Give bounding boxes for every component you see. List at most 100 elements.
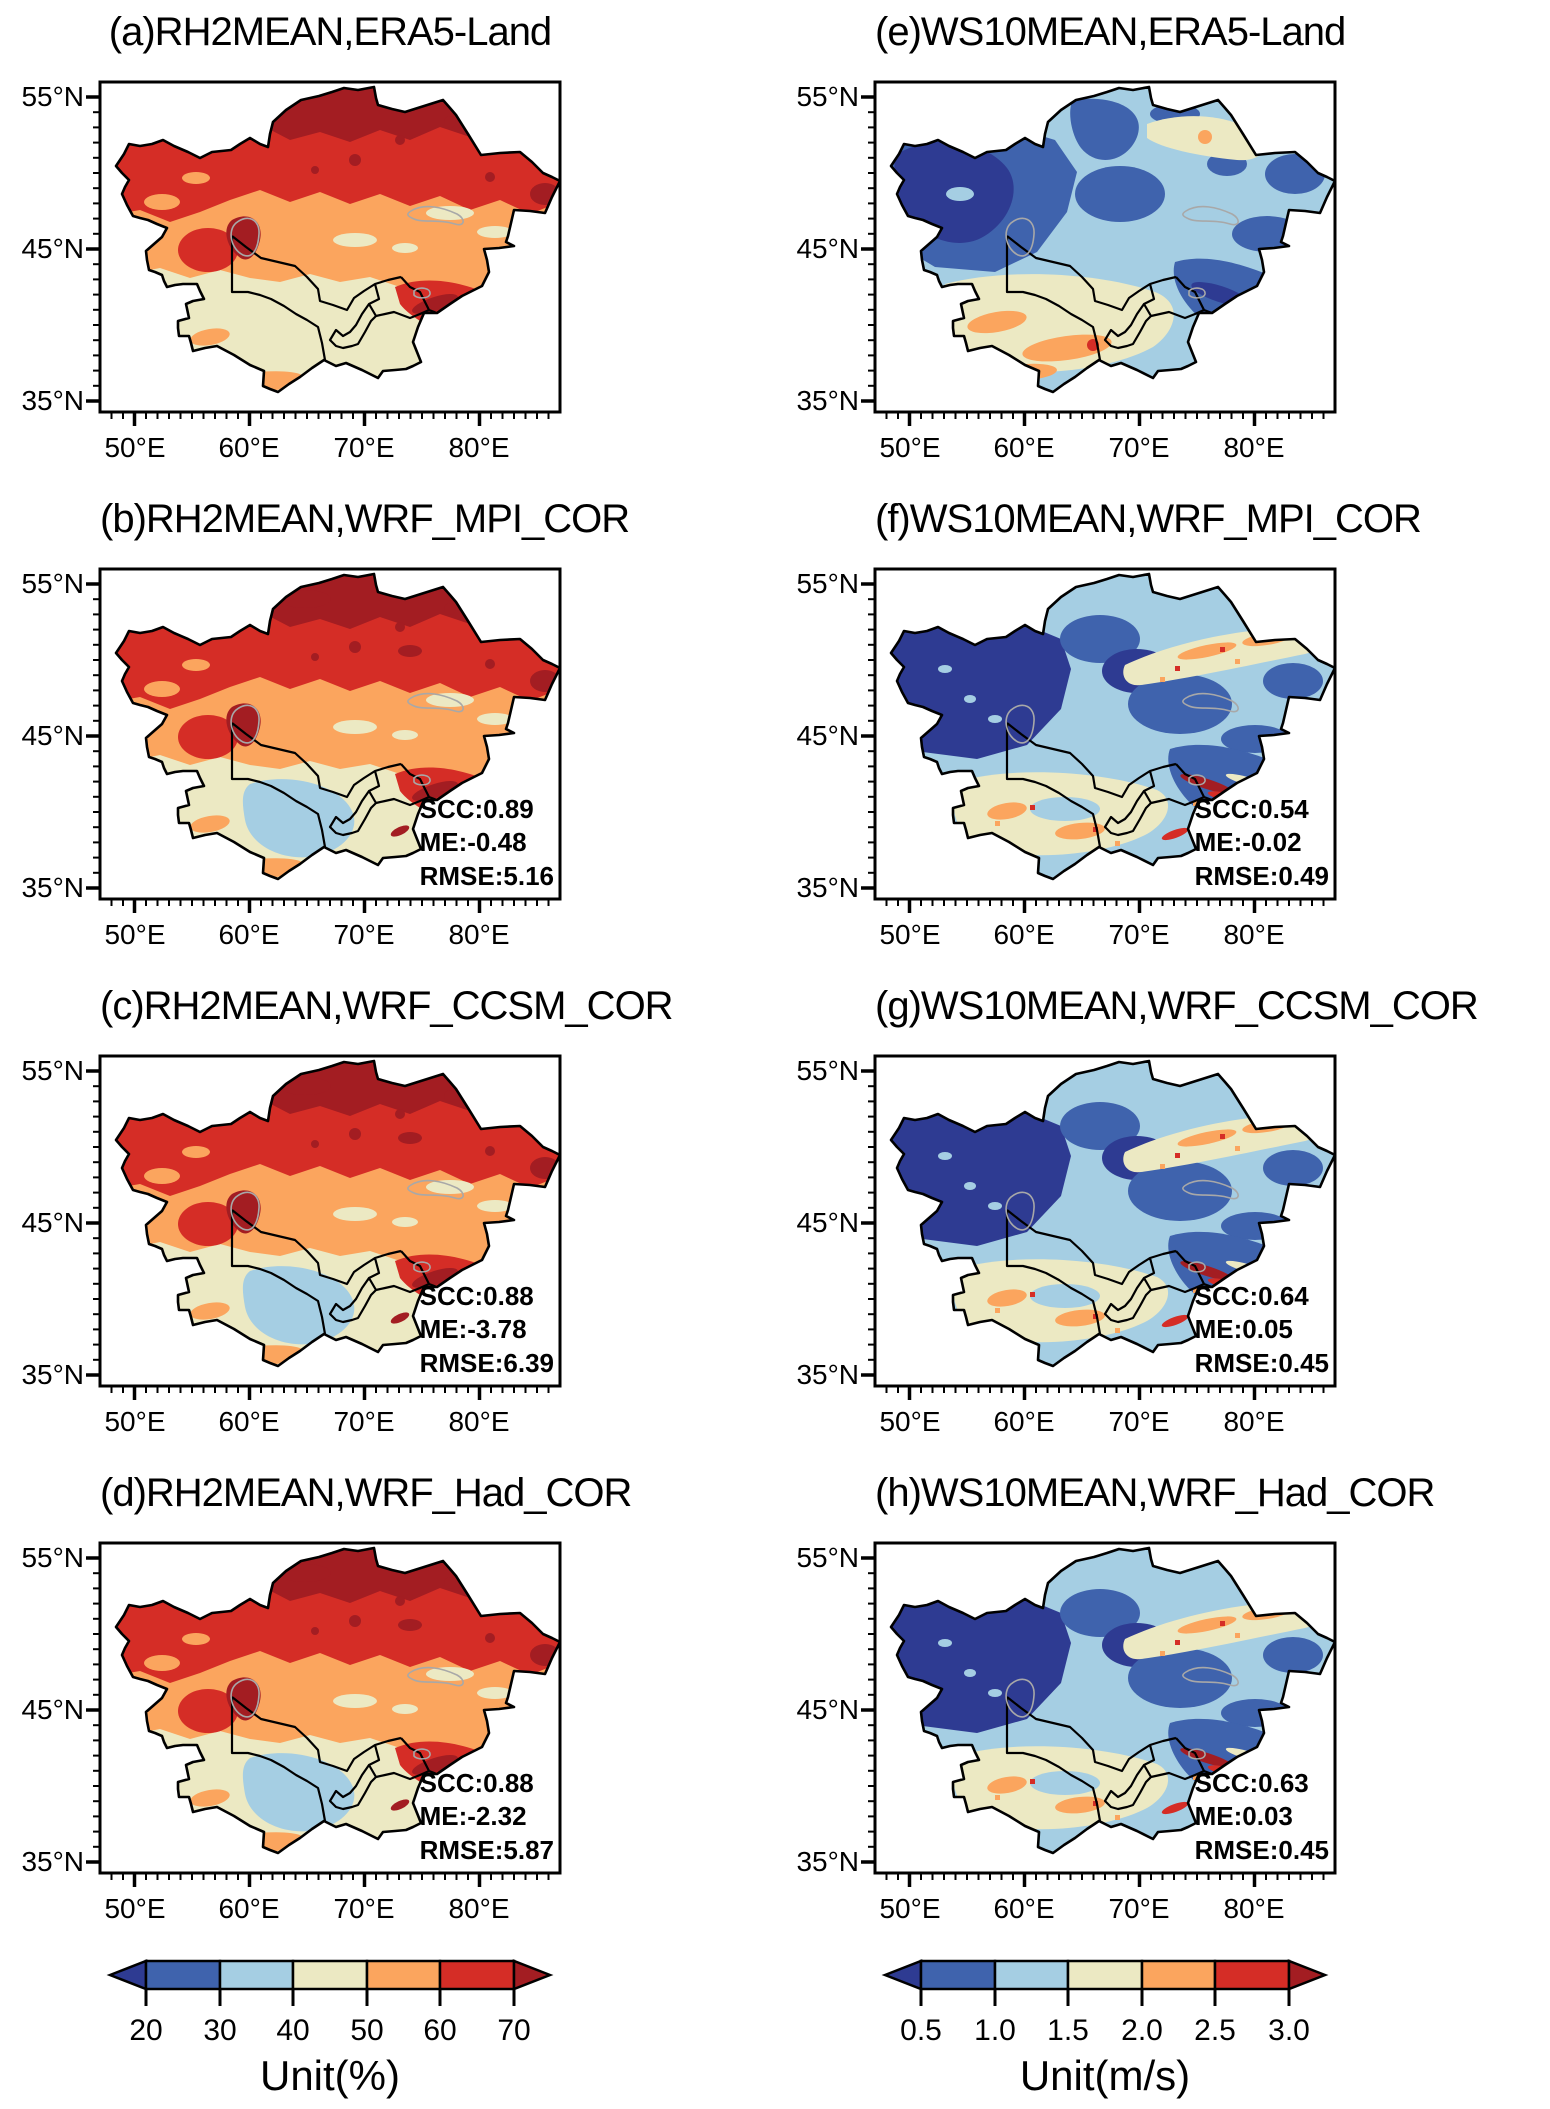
panel-title-a: (a)RH2MEAN,ERA5-Land (108, 10, 552, 54)
stat-scc: SCC:0.88 (419, 1767, 534, 1798)
panel-title-c: (c)RH2MEAN,WRF_CCSM_COR (100, 984, 674, 1028)
stat-me: ME:-0.02 (1194, 827, 1302, 858)
stats-overlay-c: SCC:0.88 ME:-3.78 RMSE:6.39 (420, 1280, 554, 1381)
x-tick-label: 60°E (218, 1406, 280, 1437)
y-tick-label: 55°N (796, 81, 859, 112)
panel-f: (f)WS10MEAN,WRF_MPI_COR 55°N 45°N 35°N 5… (775, 487, 1550, 974)
map-canvas-g (861, 1054, 1337, 1400)
y-tick-label: 35°N (796, 385, 859, 416)
panel-h: (h)WS10MEAN,WRF_Had_COR 55°N 45°N 35°N 5… (775, 1461, 1550, 1948)
panel-title-e: (e)WS10MEAN,ERA5-Land (875, 10, 1346, 54)
x-tick-label: 80°E (448, 432, 510, 463)
stat-scc: SCC:0.88 (419, 1280, 534, 1311)
stats-overlay-h: SCC:0.63 ME:0.03 RMSE:0.45 (1195, 1767, 1329, 1868)
y-tick-label: 55°N (21, 1542, 84, 1573)
x-tick-label: 80°E (1223, 919, 1285, 950)
y-tick-label: 35°N (21, 1846, 84, 1877)
y-tick-label: 45°N (796, 1207, 859, 1238)
y-tick-label: 35°N (796, 1359, 859, 1390)
stat-me: ME:0.03 (1194, 1801, 1293, 1832)
y-tick-label: 35°N (21, 1359, 84, 1390)
y-tick-label: 45°N (796, 233, 859, 264)
map-canvas-d (86, 1541, 562, 1887)
y-tick-label: 35°N (21, 385, 84, 416)
plot-frame (98, 80, 562, 414)
colorbar-ws: 0.5 1.0 1.5 2.0 2.5 3.0 Unit(m/s) (775, 1948, 1550, 2109)
y-tick-label: 45°N (796, 1694, 859, 1725)
stats-overlay-f: SCC:0.54 ME:-0.02 RMSE:0.49 (1195, 793, 1329, 894)
x-tick-label: 60°E (218, 1893, 280, 1924)
x-tick-label: 50°E (104, 432, 166, 463)
stat-rmse: RMSE:0.45 (1194, 1348, 1329, 1379)
panel-title-f: (f)WS10MEAN,WRF_MPI_COR (875, 497, 1422, 541)
x-tick-label: 50°E (879, 1893, 941, 1924)
stat-rmse: RMSE:5.87 (419, 1835, 554, 1866)
plot-frame (873, 80, 1337, 414)
y-tick-label: 45°N (21, 1694, 84, 1725)
panel-title-d: (d)RH2MEAN,WRF_Had_COR (100, 1471, 632, 1515)
y-tick-label: 55°N (796, 1055, 859, 1086)
panel-b: (b)RH2MEAN,WRF_MPI_COR 55°N 45°N 35°N 50… (0, 487, 775, 974)
y-tick-label: 45°N (21, 233, 84, 264)
colorbar-tick-label: 60 (423, 2014, 456, 2047)
stat-me: ME:-2.32 (419, 1801, 527, 1832)
panel-g: (g)WS10MEAN,WRF_CCSM_COR 55°N 45°N 35°N … (775, 974, 1550, 1461)
x-tick-label: 70°E (1108, 1406, 1170, 1437)
x-tick-label: 70°E (333, 1893, 395, 1924)
colorbar-rh: 20 30 40 50 60 70 Unit(%) (0, 1948, 775, 2109)
plot-area-b: 55°N 45°N 35°N 50°E 60°E 70°E 80°E SCC:0… (21, 567, 562, 950)
plot-area-a: 55°N 45°N 35°N 50°E 60°E 70°E 80°E (21, 80, 562, 463)
y-tick-label: 55°N (21, 81, 84, 112)
plot-area-f: 55°N 45°N 35°N 50°E 60°E 70°E 80°E SCC:0… (796, 567, 1337, 950)
plot-frame (98, 1541, 562, 1875)
y-tick-label: 55°N (796, 1542, 859, 1573)
plot-frame (873, 1054, 1337, 1388)
y-tick-label: 35°N (21, 872, 84, 903)
x-tick-label: 80°E (448, 1406, 510, 1437)
stat-scc: SCC:0.89 (419, 793, 534, 824)
x-tick-label: 50°E (879, 1406, 941, 1437)
stat-rmse: RMSE:6.39 (419, 1348, 554, 1379)
colorbar-tick-label: 30 (203, 2014, 236, 2047)
colorbar-unit-label: Unit(%) (260, 2052, 400, 2099)
plot-frame (98, 1054, 562, 1388)
panel-title-g: (g)WS10MEAN,WRF_CCSM_COR (875, 984, 1479, 1028)
colorbar-tick-label: 40 (276, 2014, 309, 2047)
map-canvas-h (861, 1541, 1337, 1887)
map-canvas-c (86, 1054, 562, 1400)
plot-area-g: 55°N 45°N 35°N 50°E 60°E 70°E 80°E SCC:0… (796, 1054, 1337, 1437)
map-canvas-f (861, 567, 1337, 913)
y-tick-label: 55°N (21, 1055, 84, 1086)
colorbar-tick-label: 70 (497, 2014, 530, 2047)
x-tick-label: 70°E (333, 1406, 395, 1437)
colorbar-tick-label: 1.0 (974, 2014, 1016, 2047)
stat-scc: SCC:0.54 (1194, 793, 1309, 824)
stats-overlay-b: SCC:0.89 ME:-0.48 RMSE:5.16 (420, 793, 554, 894)
y-tick-label: 55°N (796, 568, 859, 599)
x-tick-label: 50°E (104, 1893, 166, 1924)
colorbar-left-arrow (106, 1959, 148, 1991)
x-tick-label: 60°E (993, 1893, 1055, 1924)
colorbar-rh-svg: 20 30 40 50 60 70 Unit(%) (106, 1959, 554, 2099)
panel-c: (c)RH2MEAN,WRF_CCSM_COR 55°N 45°N 35°N 5… (0, 974, 775, 1461)
colorbar-tick-label: 20 (129, 2014, 162, 2047)
x-tick-label: 50°E (104, 919, 166, 950)
x-tick-label: 50°E (879, 919, 941, 950)
colorbar-tick-label: 0.5 (900, 2014, 942, 2047)
panel-title-h: (h)WS10MEAN,WRF_Had_COR (875, 1471, 1435, 1515)
stat-rmse: RMSE:0.45 (1194, 1835, 1329, 1866)
panel-e: (e)WS10MEAN,ERA5-Land 55°N 45°N 35°N 50°… (775, 0, 1550, 487)
y-tick-label: 35°N (796, 1846, 859, 1877)
colorbar-unit-label: Unit(m/s) (1020, 2052, 1190, 2099)
x-tick-label: 60°E (993, 1406, 1055, 1437)
x-tick-label: 80°E (448, 1893, 510, 1924)
colorbar-right-arrow (512, 1959, 554, 1991)
stats-overlay-d: SCC:0.88 ME:-2.32 RMSE:5.87 (420, 1767, 554, 1868)
panel-a: (a)RH2MEAN,ERA5-Land 55°N 45°N 35°N 50°E… (0, 0, 775, 487)
stat-scc: SCC:0.63 (1194, 1767, 1309, 1798)
colorbar-right-arrow (1287, 1959, 1329, 1991)
colorbar-left-arrow (881, 1959, 923, 1991)
panel-title-b: (b)RH2MEAN,WRF_MPI_COR (100, 497, 630, 541)
map-canvas-b (86, 567, 562, 913)
